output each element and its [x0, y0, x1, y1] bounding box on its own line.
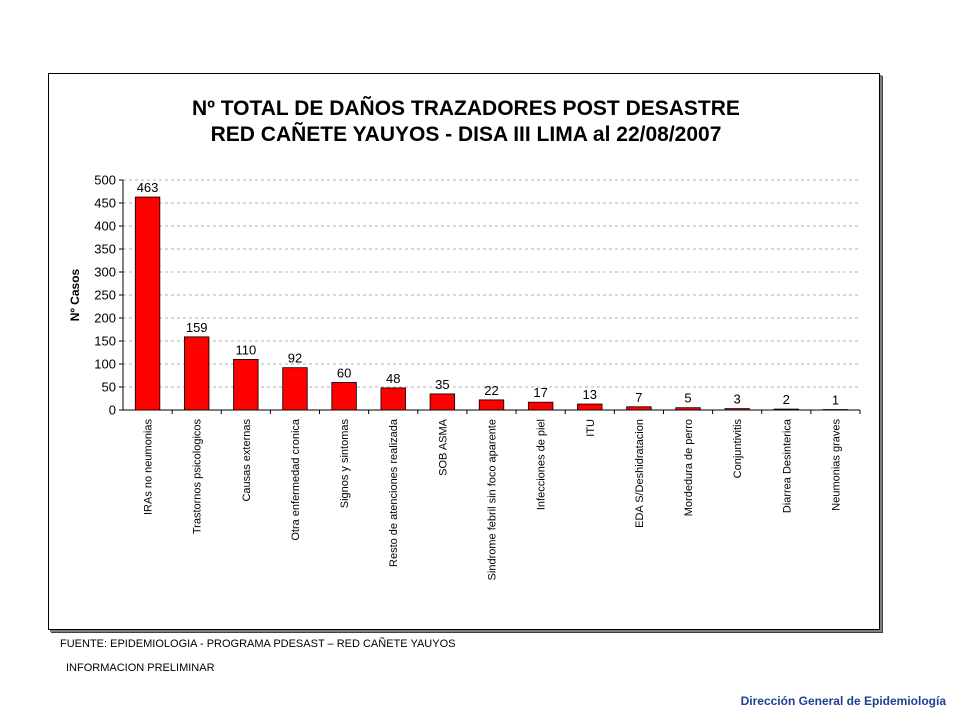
category-label: Diarrea Desinterica — [781, 418, 793, 513]
data-label: 3 — [734, 392, 741, 407]
data-label: 159 — [186, 320, 208, 335]
y-tick-label: 100 — [94, 357, 116, 372]
data-label: 60 — [337, 365, 351, 380]
category-label: Causas externas — [241, 419, 253, 502]
bar — [577, 403, 603, 411]
data-label: 2 — [783, 392, 790, 407]
category-label: SOB ASMA — [437, 418, 449, 476]
bar — [773, 408, 799, 411]
bar — [527, 401, 554, 411]
data-label: 13 — [583, 387, 597, 402]
y-tick-label: 450 — [94, 196, 116, 211]
data-label: 110 — [235, 342, 256, 357]
bar-chart: Nº TOTAL DE DAÑOS TRAZADORES POST DESAST… — [68, 97, 861, 580]
y-tick-label: 150 — [94, 334, 116, 349]
y-tick-label: 500 — [94, 173, 116, 188]
organization-label: Dirección General de Epidemiología — [740, 694, 946, 708]
bar — [478, 399, 505, 411]
source-note: FUENTE: EPIDEMIOLOGIA - PROGRAMA PDESAST… — [60, 638, 456, 650]
bar — [724, 408, 750, 411]
bar — [675, 407, 701, 411]
category-label: EDA S/Deshidratacion — [634, 419, 646, 528]
y-tick-label: 350 — [94, 242, 116, 257]
category-label: Sindrome febril sin foco aparente — [487, 419, 499, 580]
data-label: 463 — [137, 180, 159, 195]
category-label: Trastornos psicologicos — [192, 419, 204, 535]
bar — [626, 406, 652, 411]
data-label: 1 — [832, 393, 839, 408]
data-label: 22 — [484, 383, 498, 398]
category-label: Signos y sintomas — [339, 419, 351, 509]
data-label: 35 — [435, 377, 449, 392]
data-label: 48 — [386, 371, 400, 386]
y-axis-label: Nº Casos — [68, 268, 82, 321]
y-tick-label: 300 — [94, 265, 116, 280]
category-label: Neumonias graves — [830, 419, 842, 511]
category-label: IRAs no neumonias — [143, 419, 155, 515]
data-label: 7 — [635, 390, 642, 405]
category-label: Infecciones de piel — [536, 419, 548, 510]
category-label: ITU — [585, 419, 597, 437]
y-tick-label: 200 — [94, 311, 116, 326]
chart-title-line-1: Nº TOTAL DE DAÑOS TRAZADORES POST DESAST… — [192, 97, 740, 120]
data-label: 17 — [533, 385, 547, 400]
category-label: Conjuntivitis — [732, 419, 744, 479]
category-label: Mordedura de perro — [683, 419, 695, 516]
bar — [822, 409, 849, 411]
bar — [380, 387, 406, 411]
bar — [233, 358, 259, 411]
chart-title-line-2: RED CAÑETE YAUYOS - DISA III LIMA al 22/… — [211, 123, 722, 146]
data-label: 5 — [684, 391, 691, 406]
bar — [331, 381, 357, 411]
bar — [134, 196, 161, 411]
data-label: 92 — [288, 351, 302, 366]
category-label: Otra enfermedad cronica — [290, 418, 302, 541]
category-label: Resto de atenciones realizada — [388, 418, 400, 567]
preliminary-note: INFORMACION PRELIMINAR — [66, 662, 215, 674]
y-tick-label: 0 — [109, 403, 116, 418]
y-tick-label: 400 — [94, 219, 116, 234]
bar — [429, 393, 456, 411]
plot-area: 0 50 100 150 200 250 300 350 400 450 500 Nº Casos 46… — [68, 173, 861, 580]
bar — [184, 336, 210, 411]
y-tick-label: 50 — [102, 380, 116, 395]
bar — [282, 367, 308, 411]
y-tick-label: 250 — [94, 288, 116, 303]
